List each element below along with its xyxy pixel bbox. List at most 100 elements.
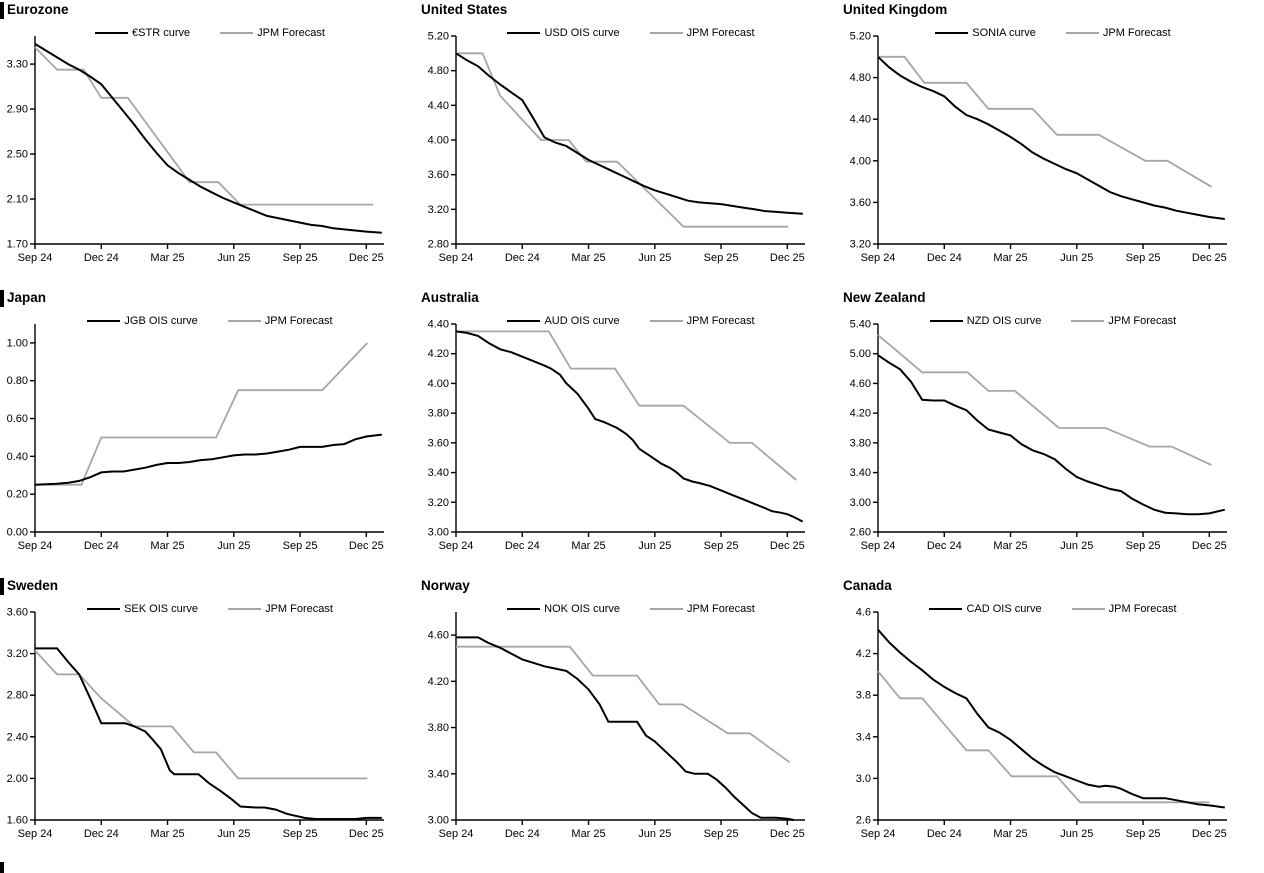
chart-legend: CAD OIS curve JPM Forecast — [878, 603, 1228, 615]
legend-item-forecast: JPM Forecast — [228, 603, 333, 615]
forecast-legend-label: JPM Forecast — [257, 27, 325, 39]
forecast-line-swatch — [228, 608, 262, 610]
chart-title-row: United States — [421, 1, 507, 19]
svg-text:Sep 25: Sep 25 — [1126, 252, 1161, 264]
svg-text:3.60: 3.60 — [428, 169, 449, 181]
svg-text:Dec 24: Dec 24 — [927, 252, 962, 264]
svg-text:1.70: 1.70 — [7, 239, 28, 251]
chart-legend: NOK OIS curve JPM Forecast — [456, 603, 806, 615]
svg-text:3.00: 3.00 — [428, 815, 449, 827]
svg-text:Dec 25: Dec 25 — [349, 828, 384, 840]
svg-text:3.60: 3.60 — [850, 197, 871, 209]
legend-item-forecast: JPM Forecast — [227, 315, 333, 327]
svg-text:4.20: 4.20 — [428, 348, 449, 360]
curve-legend-label: NZD OIS curve — [966, 315, 1042, 327]
svg-text:3.4: 3.4 — [856, 731, 871, 743]
svg-text:Jun 25: Jun 25 — [217, 828, 250, 840]
legend-item-curve: AUD OIS curve — [507, 315, 620, 327]
svg-text:3.20: 3.20 — [850, 239, 871, 251]
chart-title: Norway — [421, 578, 470, 593]
plot-norway: 3.00 3.40 3.80 4.20 4.60 Sep 24 Dec 24 Mar 25 Ju… — [428, 612, 805, 840]
chart-cell-united-kingdom: United Kingdom SONIA curve JPM Forecast … — [843, 0, 1264, 288]
svg-text:Mar 25: Mar 25 — [571, 540, 605, 552]
svg-text:Mar 25: Mar 25 — [993, 252, 1027, 264]
plot-australia: 3.00 3.20 3.40 3.60 3.80 4.00 4.20 4.40 Sep 24 De… — [428, 319, 805, 552]
curve-line-swatch — [87, 320, 121, 322]
page-edge-section-mark — [0, 862, 4, 873]
section-bar — [0, 289, 4, 307]
chart-title: Australia — [421, 290, 479, 305]
svg-text:4.20: 4.20 — [428, 676, 449, 688]
svg-text:3.40: 3.40 — [428, 467, 449, 479]
legend-item-curve: SEK OIS curve — [87, 603, 198, 615]
curve-line-swatch — [929, 608, 963, 610]
chart-title-row: Australia — [421, 289, 479, 307]
svg-text:Sep 24: Sep 24 — [861, 828, 896, 840]
curve-line-swatch — [507, 32, 541, 34]
svg-text:2.60: 2.60 — [850, 527, 871, 539]
chart-title-row: New Zealand — [843, 289, 926, 307]
svg-text:3.80: 3.80 — [850, 437, 871, 449]
plot-united-kingdom: 3.20 3.60 4.00 4.40 4.80 5.20 Sep 24 Dec 24 Mar … — [850, 31, 1227, 264]
svg-text:2.00: 2.00 — [7, 773, 28, 785]
svg-text:3.0: 3.0 — [856, 773, 871, 785]
curve-line-swatch — [87, 608, 121, 610]
svg-text:Sep 25: Sep 25 — [283, 252, 318, 264]
svg-text:4.20: 4.20 — [850, 408, 871, 420]
forecast-line-swatch — [1065, 32, 1099, 34]
svg-text:Mar 25: Mar 25 — [993, 828, 1027, 840]
chart-cell-new-zealand: New Zealand NZD OIS curve JPM Forecast 2… — [843, 288, 1264, 576]
chart-legend: NZD OIS curve JPM Forecast — [878, 315, 1228, 327]
svg-text:Jun 25: Jun 25 — [638, 828, 671, 840]
forecast-line-swatch — [1071, 608, 1105, 610]
curve-line-swatch — [507, 608, 541, 610]
svg-text:Dec 24: Dec 24 — [505, 540, 540, 552]
svg-text:Sep 24: Sep 24 — [439, 540, 474, 552]
svg-text:3.00: 3.00 — [428, 527, 449, 539]
forecast-line-swatch — [1071, 320, 1105, 322]
chart-title-row: Norway — [421, 577, 470, 595]
chart-title: United Kingdom — [843, 2, 948, 17]
svg-text:Dec 24: Dec 24 — [505, 252, 540, 264]
svg-text:Jun 25: Jun 25 — [1060, 252, 1093, 264]
chart-title: Eurozone — [7, 2, 69, 17]
svg-text:Sep 25: Sep 25 — [704, 828, 739, 840]
svg-text:Mar 25: Mar 25 — [571, 828, 605, 840]
chart-title: United States — [421, 2, 508, 17]
svg-text:Mar 25: Mar 25 — [150, 828, 184, 840]
svg-text:Dec 24: Dec 24 — [84, 828, 119, 840]
svg-text:Jun 25: Jun 25 — [638, 252, 671, 264]
curve-line-swatch — [507, 320, 541, 322]
svg-text:3.40: 3.40 — [850, 467, 871, 479]
svg-text:4.80: 4.80 — [850, 72, 871, 84]
chart-title: Canada — [843, 578, 892, 593]
svg-text:Mar 25: Mar 25 — [571, 252, 605, 264]
svg-text:Dec 24: Dec 24 — [84, 252, 119, 264]
chart-title-row: Canada — [843, 577, 892, 595]
plot-new-zealand: 2.60 3.00 3.40 3.80 4.20 4.60 5.00 5.40 Sep 24 De… — [850, 319, 1227, 552]
forecast-legend-label: JPM Forecast — [264, 315, 333, 327]
svg-text:Jun 25: Jun 25 — [217, 252, 250, 264]
svg-text:Sep 24: Sep 24 — [439, 828, 474, 840]
svg-text:1.60: 1.60 — [7, 815, 28, 827]
curve-legend-label: AUD OIS curve — [544, 315, 620, 327]
plot-united-states: 2.80 3.20 3.60 4.00 4.40 4.80 5.20 Sep 24 Dec 24… — [428, 31, 805, 264]
svg-text:Sep 25: Sep 25 — [283, 540, 318, 552]
svg-text:2.6: 2.6 — [856, 815, 871, 827]
svg-text:Dec 24: Dec 24 — [505, 828, 540, 840]
chart-cell-japan: Japan JGB OIS curve JPM Forecast 0.00 0.2… — [0, 288, 421, 576]
forecast-legend-label: JPM Forecast — [686, 315, 755, 327]
legend-item-forecast: JPM Forecast — [649, 603, 755, 615]
svg-text:Dec 24: Dec 24 — [927, 540, 962, 552]
chart-title: New Zealand — [843, 290, 926, 305]
chart-legend: JGB OIS curve JPM Forecast — [35, 315, 385, 327]
svg-text:4.80: 4.80 — [428, 65, 449, 77]
chart-title-row: United Kingdom — [843, 1, 947, 19]
section-bar — [0, 1, 4, 19]
svg-text:5.00: 5.00 — [850, 348, 871, 360]
legend-item-forecast: JPM Forecast — [649, 27, 755, 39]
svg-text:2.40: 2.40 — [7, 731, 28, 743]
legend-item-forecast: JPM Forecast — [220, 27, 325, 39]
svg-text:Dec 25: Dec 25 — [770, 540, 805, 552]
forecast-line-swatch — [649, 320, 683, 322]
